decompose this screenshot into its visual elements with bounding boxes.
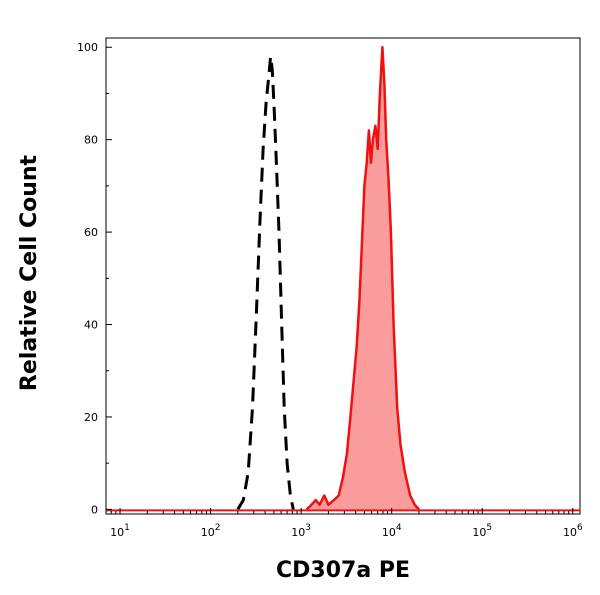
x-axis: 101 102 103 104 105 106 <box>105 508 583 539</box>
y-tick-label: 60 <box>84 226 98 239</box>
x-tick-label: 106 <box>563 523 583 539</box>
x-axis-title: CD307a PE <box>276 558 410 583</box>
x-tick-label: 101 <box>110 523 130 539</box>
y-tick-label: 0 <box>91 503 98 516</box>
x-tick-label: 104 <box>382 523 402 539</box>
y-tick-label: 20 <box>84 411 98 424</box>
series-layer <box>106 45 580 512</box>
y-axis-title: Relative Cell Count <box>17 154 42 391</box>
y-tick-label: 100 <box>77 41 98 54</box>
plot-area <box>105 37 581 515</box>
x-tick-label: 103 <box>291 523 311 539</box>
y-tick-label: 40 <box>84 319 98 332</box>
y-axis: 0 20 40 60 80 100 <box>77 41 112 516</box>
series-1-fill <box>306 47 419 510</box>
x-tick-label: 102 <box>201 523 221 539</box>
series-1-line <box>305 45 420 511</box>
x-tick-label: 105 <box>472 523 492 539</box>
y-tick-label: 80 <box>84 134 98 147</box>
